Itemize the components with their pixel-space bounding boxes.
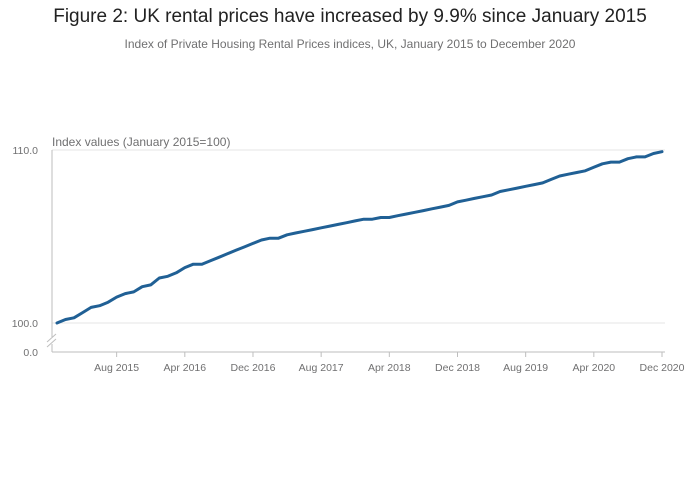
x-tick-label: Dec 2018 bbox=[435, 362, 480, 374]
x-tick-label: Aug 2017 bbox=[299, 362, 344, 374]
x-tick-label: Apr 2020 bbox=[573, 362, 616, 374]
y-tick-label-110: 110.0 bbox=[13, 145, 39, 157]
x-tick-label: Apr 2016 bbox=[164, 362, 207, 374]
axis-break-marker bbox=[46, 333, 57, 352]
x-tick-label: Aug 2019 bbox=[503, 362, 548, 374]
y-axis-label: Index values (January 2015=100) bbox=[52, 135, 230, 149]
x-tick-label: Dec 2016 bbox=[231, 362, 276, 374]
x-tick-label: Apr 2018 bbox=[368, 362, 411, 374]
x-tick-label: Dec 2020 bbox=[640, 362, 685, 374]
x-tick-label: Aug 2015 bbox=[94, 362, 139, 374]
series-line-rental-index bbox=[55, 150, 664, 325]
chart-subtitle: Index of Private Housing Rental Prices i… bbox=[124, 37, 576, 51]
y-tick-label-0: 0.0 bbox=[23, 347, 38, 359]
y-tick-label-100: 100.0 bbox=[12, 318, 38, 330]
chart-title: Figure 2: UK rental prices have increase… bbox=[53, 6, 647, 27]
